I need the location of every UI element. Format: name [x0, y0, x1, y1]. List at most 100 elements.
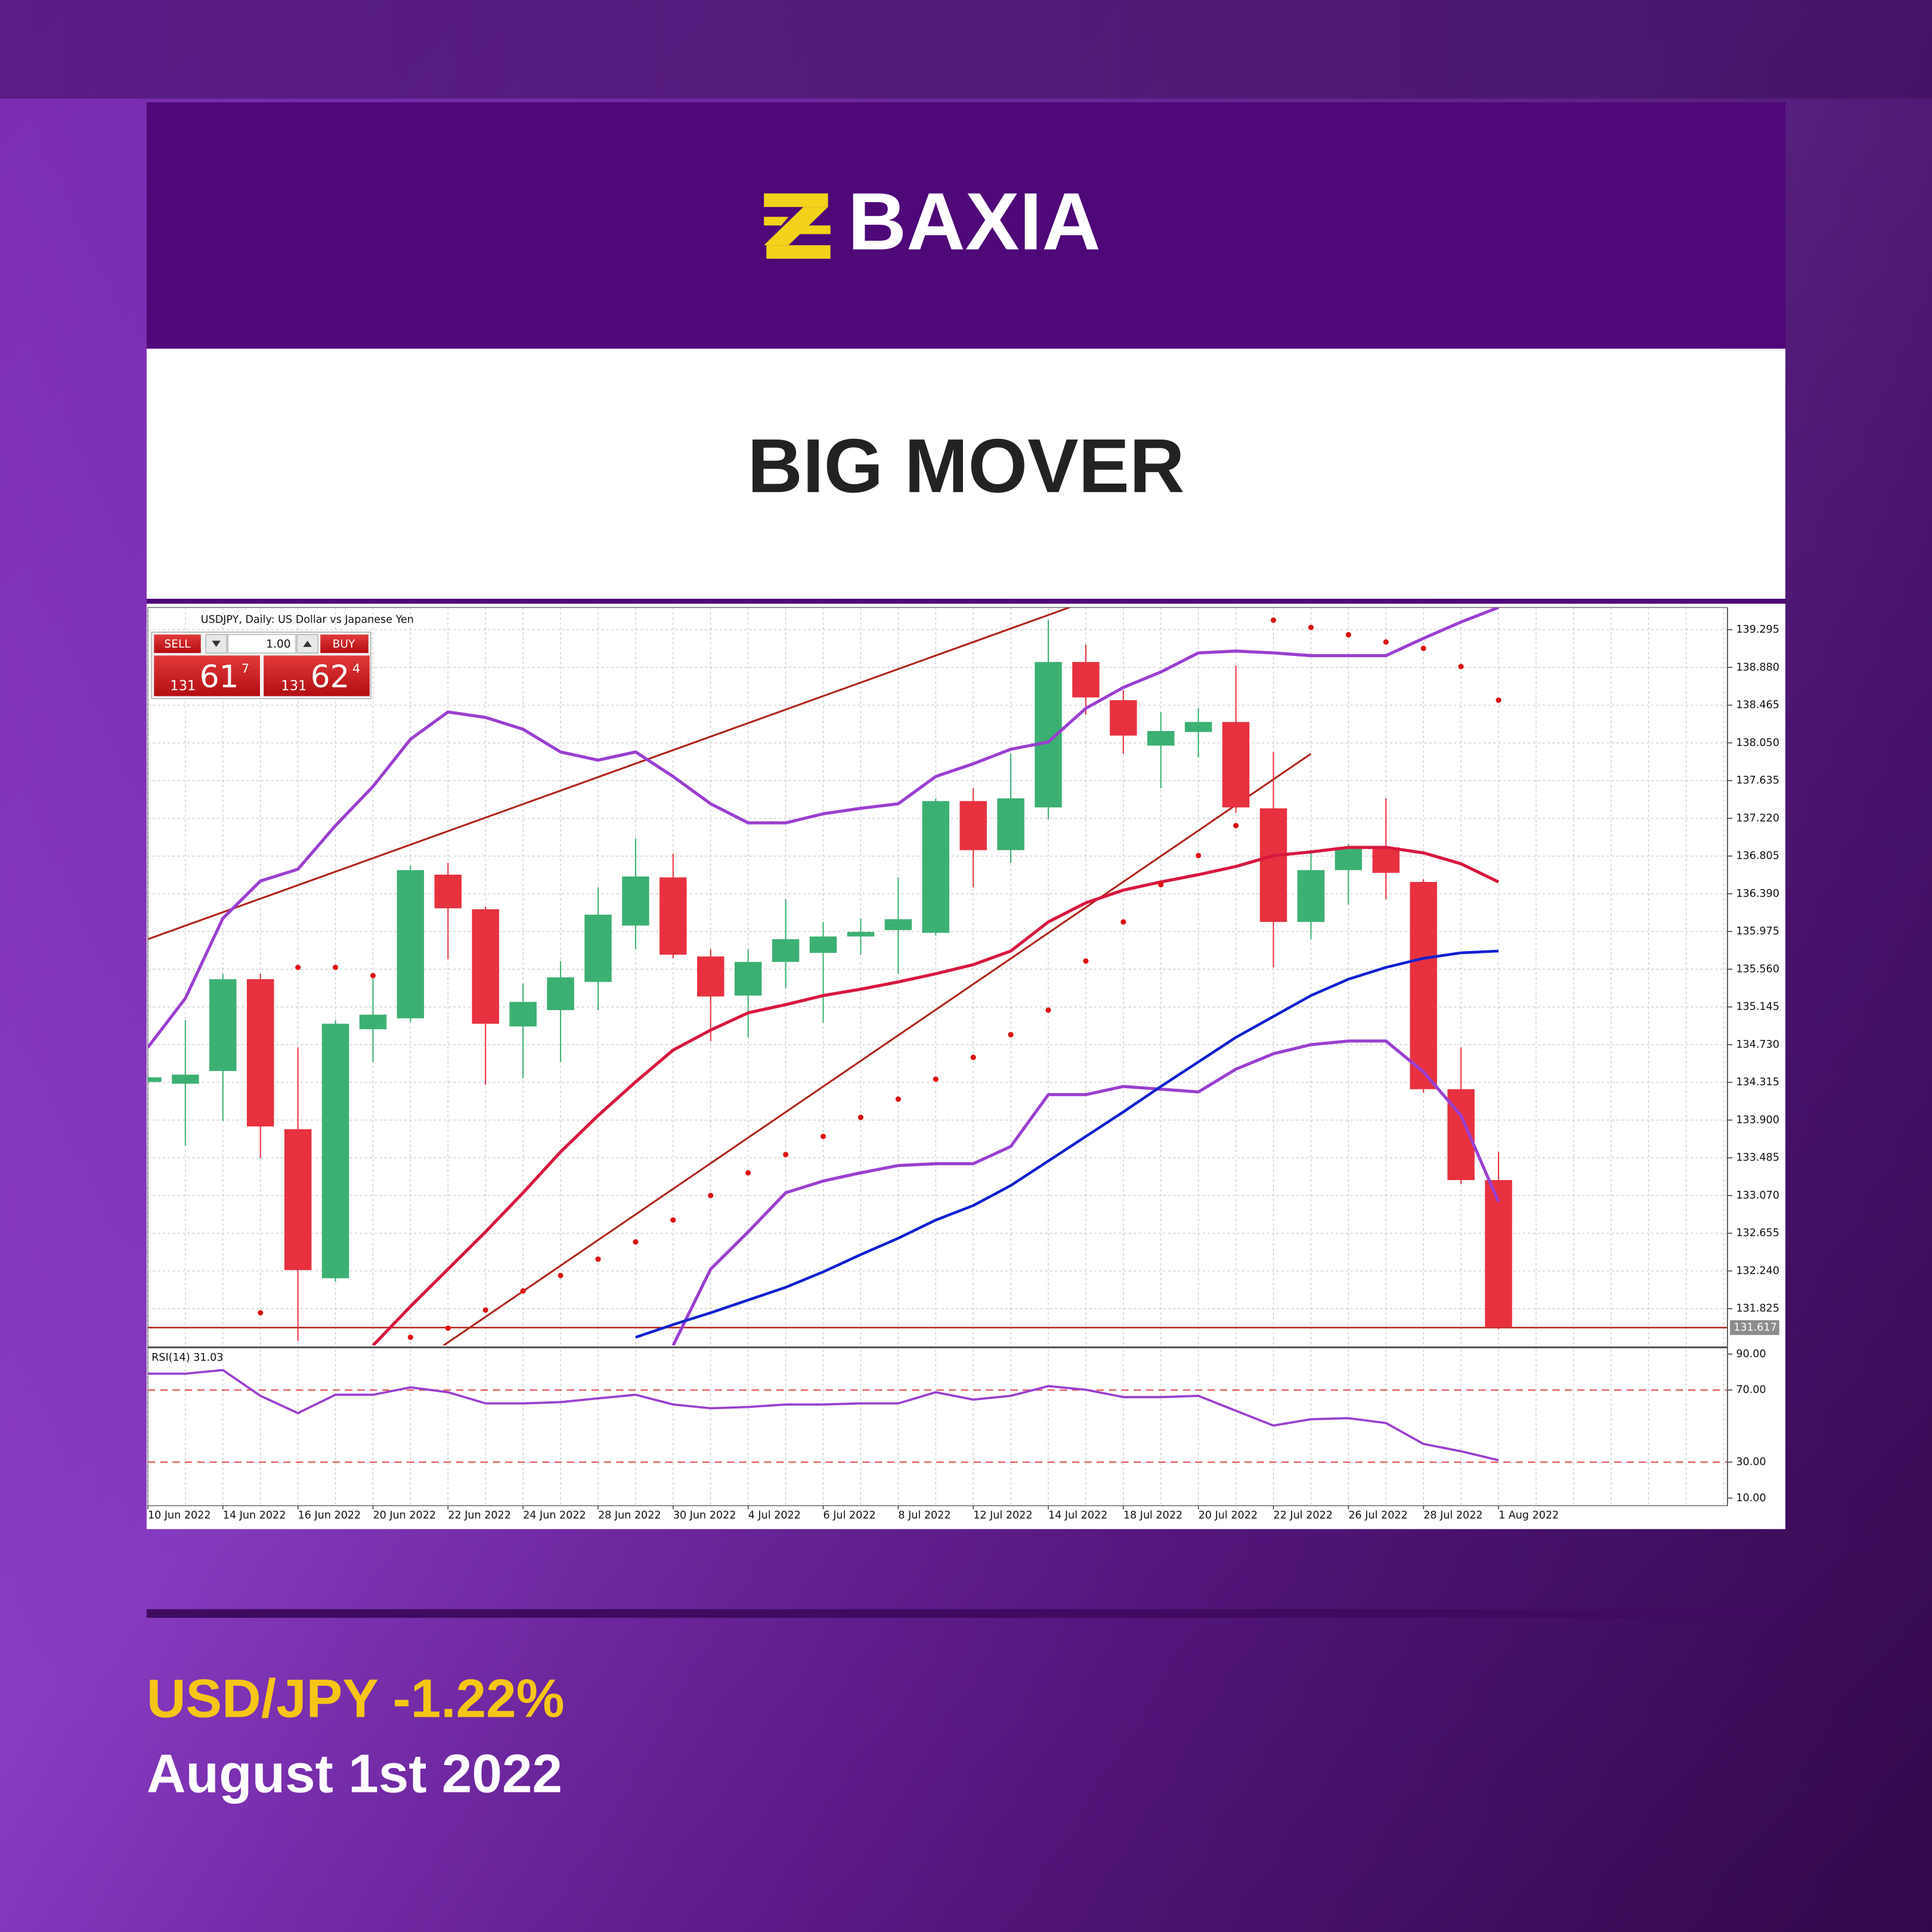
- candle-body: [734, 962, 762, 996]
- candle-body: [697, 956, 724, 997]
- chart-title: USDJPY, Daily: US Dollar vs Japanese Yen: [201, 614, 414, 626]
- candle-body: [922, 801, 950, 933]
- sar-dot: [1496, 697, 1501, 703]
- x-tick-label: 14 Jun 2022: [223, 1510, 286, 1522]
- candle-body: [1372, 847, 1400, 873]
- buy-price-box[interactable]: [264, 655, 370, 696]
- candle-body: [147, 1077, 162, 1082]
- candle-body: [434, 874, 462, 909]
- x-tick-label: 16 Jun 2022: [298, 1510, 361, 1522]
- sell-price-box[interactable]: [154, 655, 260, 696]
- candle-body: [1147, 731, 1175, 746]
- buy-price-pips: 62: [311, 660, 350, 695]
- y-tick-label: 136.390: [1736, 888, 1779, 900]
- candle-body: [1072, 662, 1100, 698]
- x-tick-label: 14 Jul 2022: [1048, 1510, 1107, 1522]
- chart-window: [146, 603, 1786, 1530]
- candle-body: [584, 914, 612, 982]
- candle-body: [1410, 882, 1437, 1089]
- x-tick-label: 6 Jul 2022: [823, 1510, 876, 1522]
- candle-body: [1485, 1180, 1512, 1327]
- sar-dot: [970, 1054, 976, 1060]
- sar-dot: [1045, 1007, 1051, 1013]
- trendline: [147, 607, 1070, 940]
- y-tick-label: 137.635: [1736, 775, 1779, 787]
- candle-body: [1184, 722, 1212, 732]
- axes: 139.295 138.880 138.465 138.050 137.635 137.2…: [147, 607, 1779, 1522]
- x-tick-label: 22 Jun 2022: [448, 1510, 511, 1522]
- indicator-line: [635, 949, 1499, 1339]
- candle-body: [246, 979, 274, 1127]
- candle-body: [622, 876, 649, 926]
- pair-change: USD/JPY -1.22%: [147, 1669, 565, 1729]
- sar-dot: [820, 1134, 826, 1140]
- y-tick-label: 139.295: [1736, 624, 1779, 636]
- x-tick-label: 8 Jul 2022: [898, 1510, 950, 1522]
- divider: [146, 599, 1786, 604]
- indicator-line: [147, 607, 1499, 1049]
- candle-body: [660, 877, 687, 955]
- y-tick-label: 133.900: [1736, 1114, 1779, 1126]
- rsi-line: [147, 1368, 1499, 1462]
- candle-body: [284, 1129, 312, 1270]
- indicator-line: [671, 1039, 1500, 1346]
- candle-body: [1335, 847, 1363, 871]
- last-price-tag: [1730, 1320, 1779, 1335]
- y-tick-label: 133.070: [1736, 1190, 1779, 1202]
- candle-body: [847, 931, 875, 937]
- y-tick-label: 138.465: [1736, 699, 1779, 711]
- sell-price-big-figure: 131: [170, 678, 196, 693]
- y-tick-label: 135.145: [1736, 1001, 1779, 1013]
- candle-body: [959, 801, 987, 850]
- y-tick-label: 135.975: [1736, 925, 1779, 937]
- rsi-tick-label: 70.00: [1736, 1384, 1766, 1396]
- x-tick-label: 20 Jul 2022: [1199, 1510, 1258, 1522]
- rsi-tick-label: 10.00: [1736, 1492, 1766, 1504]
- candle-body: [997, 798, 1024, 850]
- x-tick-label: 4 Jul 2022: [748, 1510, 801, 1522]
- title-band: [146, 348, 1786, 599]
- sar-dot: [1458, 664, 1464, 670]
- rsi-tick-label: 30.00: [1736, 1456, 1766, 1468]
- sell-label: SELL: [164, 638, 191, 651]
- candle-body: [359, 1014, 387, 1029]
- footer-divider: [146, 1609, 1786, 1618]
- sar-dot: [1345, 631, 1351, 637]
- buy-button[interactable]: [320, 634, 369, 654]
- x-tick-label: 20 Jun 2022: [373, 1510, 436, 1522]
- rsi-tick-label: 90.00: [1736, 1348, 1766, 1360]
- y-tick-label: 132.655: [1736, 1227, 1779, 1239]
- candle-body: [209, 979, 237, 1072]
- sar-dot: [895, 1096, 901, 1102]
- x-tick-label: 18 Jul 2022: [1123, 1510, 1182, 1522]
- x-tick-label: 26 Jul 2022: [1348, 1510, 1407, 1522]
- sar-dot: [670, 1217, 676, 1223]
- sell-price-pips: 61: [200, 660, 239, 695]
- volume-input[interactable]: [227, 634, 296, 654]
- price-plot: [147, 607, 1727, 1346]
- sar-dot: [1308, 624, 1314, 630]
- arrow-down: [212, 640, 221, 647]
- volume-value: 1.00: [266, 638, 290, 651]
- sar-dot: [857, 1114, 863, 1120]
- rsi-title: RSI(14) 31.03: [151, 1352, 223, 1364]
- sar-dot: [1233, 822, 1239, 829]
- trade-panel: SELL 1.00 BUY 131 61 7 131 62 4: [151, 631, 371, 699]
- sar-dot: [333, 964, 339, 970]
- candle-body: [321, 1023, 349, 1278]
- y-tick-label: 132.240: [1736, 1265, 1779, 1277]
- rsi-plot: [147, 1349, 1727, 1506]
- sar-dot: [370, 973, 376, 979]
- sar-dot: [1196, 853, 1202, 859]
- y-tick-label: 136.805: [1736, 850, 1779, 862]
- x-tick-label: 1 Aug 2022: [1498, 1510, 1559, 1522]
- header-band: [146, 102, 1786, 349]
- x-tick-label: 24 Jun 2022: [523, 1510, 586, 1522]
- x-tick-label: 28 Jul 2022: [1423, 1510, 1482, 1522]
- date: August 1st 2022: [147, 1744, 562, 1804]
- x-tick-label: 22 Jul 2022: [1274, 1510, 1333, 1522]
- sar-dot: [783, 1151, 789, 1157]
- sell-button[interactable]: [154, 634, 201, 654]
- arrow-up: [303, 640, 312, 647]
- candle-body: [397, 870, 425, 1018]
